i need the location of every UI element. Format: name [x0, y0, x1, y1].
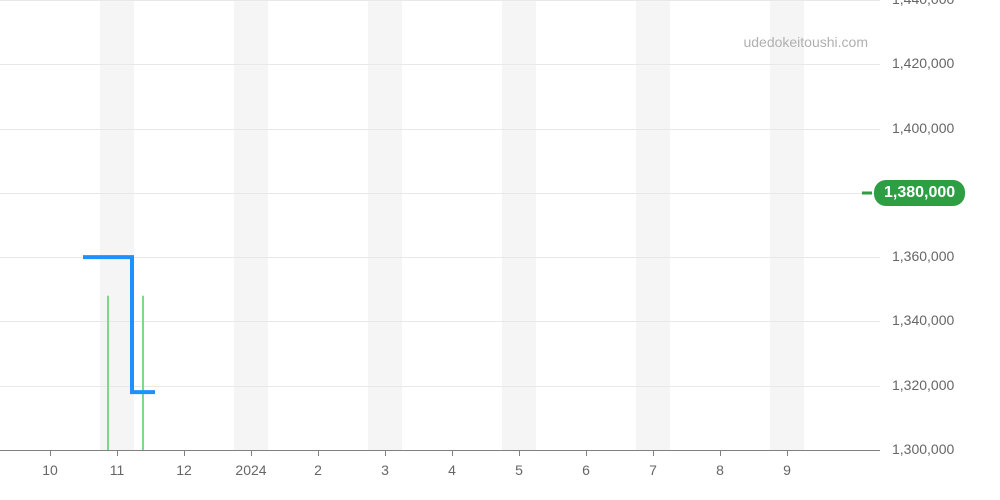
x-tick-mark — [318, 450, 319, 456]
y-tick-label: 1,360,000 — [892, 248, 954, 264]
x-tick-mark — [50, 450, 51, 456]
x-tick-mark — [251, 450, 252, 456]
x-tick-mark — [385, 450, 386, 456]
x-tick-label: 2024 — [235, 462, 266, 478]
y-tick-label: 1,320,000 — [892, 377, 954, 393]
watermark: udedokeitoushi.com — [743, 34, 868, 50]
chart-container: 1,300,000 1,320,000 1,340,000 1,360,000 1,38… — [0, 0, 1000, 500]
volume-bar — [142, 296, 144, 450]
x-tick-label: 12 — [176, 462, 192, 478]
x-tick-label: 3 — [381, 462, 389, 478]
current-price-label: 1,380,000 — [884, 184, 955, 201]
x-axis-line — [0, 450, 880, 451]
x-tick-mark — [452, 450, 453, 456]
x-tick-label: 5 — [515, 462, 523, 478]
plot-area — [0, 0, 880, 450]
y-tick-label: 1,300,000 — [892, 441, 954, 457]
price-line — [83, 257, 155, 392]
x-tick-label: 4 — [448, 462, 456, 478]
x-tick-label: 8 — [716, 462, 724, 478]
x-tick-mark — [117, 450, 118, 456]
x-tick-label: 11 — [110, 462, 125, 478]
x-tick-label: 6 — [582, 462, 590, 478]
y-tick-label: 1,400,000 — [892, 120, 954, 136]
x-tick-label: 7 — [649, 462, 657, 478]
chart-svg — [0, 0, 880, 450]
current-price-pill: 1,380,000 — [874, 180, 965, 206]
volume-bar — [107, 296, 109, 450]
y-tick-label: 1,340,000 — [892, 312, 954, 328]
x-tick-mark — [184, 450, 185, 456]
x-tick-mark — [653, 450, 654, 456]
x-tick-mark — [787, 450, 788, 456]
x-tick-mark — [586, 450, 587, 456]
x-tick-label: 2 — [314, 462, 322, 478]
x-tick-label: 10 — [42, 462, 58, 478]
x-tick-mark — [519, 450, 520, 456]
y-tick-label: 1,440,000 — [892, 0, 954, 7]
x-tick-mark — [720, 450, 721, 456]
y-tick-label: 1,420,000 — [892, 55, 954, 71]
x-tick-label: 9 — [783, 462, 791, 478]
current-price-dash — [862, 191, 872, 194]
